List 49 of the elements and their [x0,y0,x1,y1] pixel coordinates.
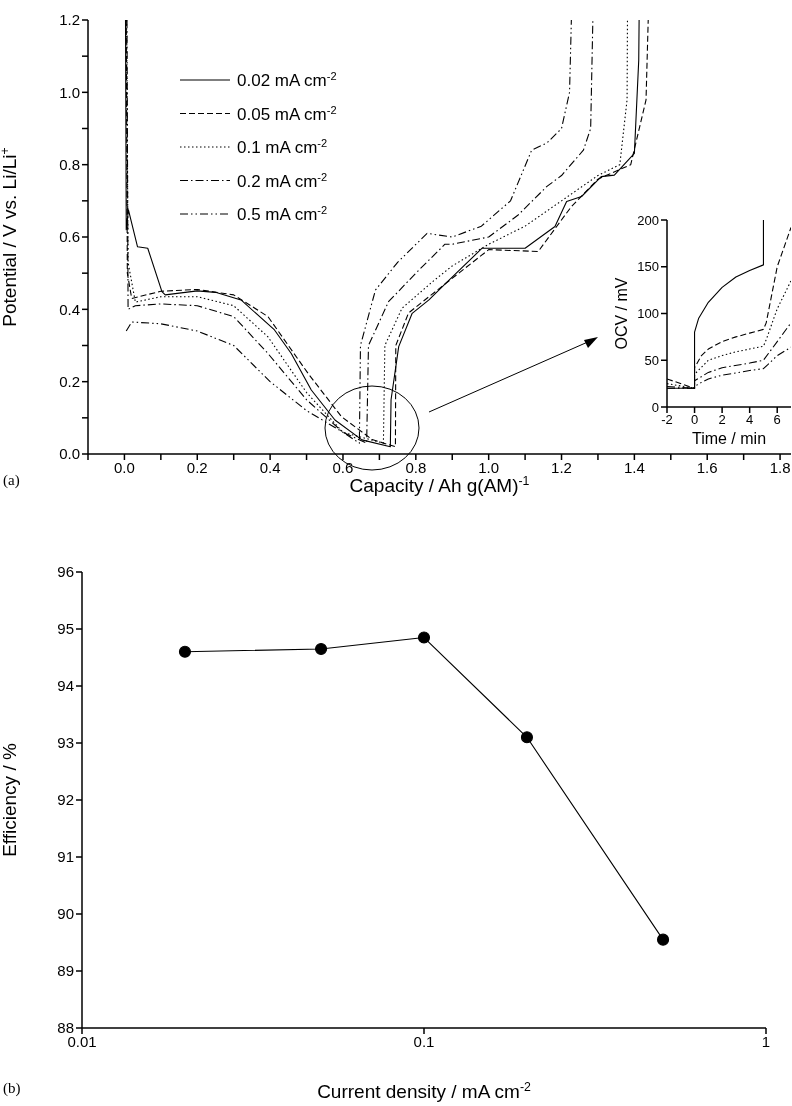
x-tick-label: 0.0 [114,458,135,476]
x-tick-label: 6 [773,412,781,428]
legend-label: 0.2 mA cm$^{-2}$ [237,170,328,191]
x-tick-label: 1.8 [769,458,791,476]
y-tick-label: 0.8 [59,155,80,173]
x-axis-title: Current density / mA cm$^{-2}$ [317,1080,531,1102]
y-tick-label: 0.4 [59,300,80,318]
text: (a) [3,472,20,489]
x-tick-label: 1.4 [623,458,645,476]
y-tick-label: 91 [57,848,74,866]
x-axis-title: Time / min [691,430,767,447]
x-tick-label: 4 [746,412,754,428]
y-tick-label: 0 [651,399,659,415]
x-tick-label: 0.4 [259,458,281,476]
x-tick-label: 2 [718,412,726,428]
x-tick-label: 0 [690,412,699,428]
y-tick-label: 89 [57,962,74,980]
x-tick-label: -2 [661,412,673,428]
y-tick-label: 150 [637,259,659,275]
legend-label: 0.05 mA cm$^{-2}$ [237,103,337,124]
y-tick-label: 1.0 [59,83,80,101]
y-axis-title: Efficiency / % [0,743,20,857]
y-axis-title: OCV / mV [613,277,630,350]
x-tick-label: 1 [761,1032,771,1050]
x-axis-title: Capacity / Ah g(AM)$^{-1}$ [349,474,530,496]
y-tick-label: 0.6 [59,228,80,246]
x-tick-label: 0.6 [332,458,354,476]
x-tick-label: 0.8 [405,458,427,476]
x-tick-label: 0.2 [186,458,208,476]
y-tick-label: 96 [57,563,74,581]
x-tick-label: 1.0 [478,458,500,476]
y-tick-label: 0.2 [59,372,80,390]
legend-label: 0.5 mA cm$^{-2}$ [237,204,328,224]
y-tick-label: 1.2 [59,11,80,29]
legend-label: 0.1 mA cm$^{-2}$ [237,137,328,157]
y-tick-label: 93 [57,734,74,752]
y-tick-label: 100 [637,306,659,322]
y-tick-label: 0.0 [59,445,80,463]
legend-label: 0.02 mA cm$^{-2}$ [237,70,337,90]
x-tick-label: 1.6 [696,458,718,476]
y-tick-label: 95 [57,620,74,638]
x-tick-label: 0.1 [413,1032,435,1050]
y-tick-label: 92 [57,791,74,809]
text: (b) [3,1080,21,1097]
y-tick-label: 50 [644,352,659,368]
y-tick-label: 200 [637,212,659,228]
y-tick-label: 90 [57,905,74,923]
x-tick-label: 1.2 [551,458,572,476]
y-tick-label: 94 [57,677,74,695]
